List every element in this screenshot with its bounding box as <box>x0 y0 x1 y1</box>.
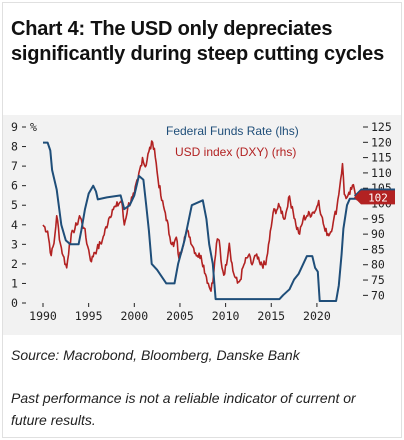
line-chart: 0123456789%70758085909510010511011512012… <box>11 120 395 323</box>
left-tick-label: 4 <box>11 218 18 232</box>
right-tick-label: 95 <box>371 212 385 226</box>
x-tick-label: 2020 <box>303 309 331 323</box>
series-line-usd-index <box>42 140 359 292</box>
left-tick-label: 7 <box>11 159 18 173</box>
right-tick-label: 125 <box>371 120 392 134</box>
left-tick-label: 3 <box>11 237 18 251</box>
left-tick-label: 5 <box>11 198 18 212</box>
end-label-usd-bg <box>354 190 395 205</box>
left-tick-label: 2 <box>11 257 18 271</box>
x-tick-label: 1995 <box>75 309 103 323</box>
left-tick-label: 9 <box>11 120 18 134</box>
right-tick-label: 120 <box>371 135 392 149</box>
disclaimer-text: Past performance is not a reliable indic… <box>11 390 356 428</box>
right-tick-label: 80 <box>371 258 385 272</box>
x-tick-label: 2015 <box>257 309 285 323</box>
left-tick-label: 1 <box>11 276 18 290</box>
series-line-fed-funds-rate <box>43 141 358 302</box>
left-tick-label: 8 <box>11 140 18 154</box>
right-tick-label: 75 <box>371 273 385 287</box>
x-tick-label: 1990 <box>29 309 57 323</box>
right-tick-label: 85 <box>371 242 385 256</box>
right-tick-label: 90 <box>371 227 385 241</box>
right-tick-label: 70 <box>371 288 385 302</box>
x-tick-label: 2005 <box>166 309 194 323</box>
x-tick-label: 2000 <box>120 309 148 323</box>
left-tick-label: 0 <box>11 296 18 310</box>
chart-title: Chart 4: The USD only depreciates signif… <box>11 18 384 65</box>
left-tick-label: 6 <box>11 179 18 193</box>
right-tick-label: 115 <box>371 151 392 165</box>
end-label-usd: 102 <box>368 191 388 204</box>
chart-panel: 0123456789%70758085909510010511011512012… <box>3 115 401 335</box>
x-tick-label: 2010 <box>212 309 240 323</box>
legend-fed-funds-rate: Federal Funds Rate (lhs) <box>166 124 299 138</box>
left-axis-unit: % <box>30 120 37 134</box>
legend-usd-index: USD index (DXY) (rhs) <box>175 145 296 159</box>
source-note: Source: Macrobond, Bloomberg, Danske Ban… <box>11 347 300 363</box>
right-tick-label: 110 <box>371 166 392 180</box>
